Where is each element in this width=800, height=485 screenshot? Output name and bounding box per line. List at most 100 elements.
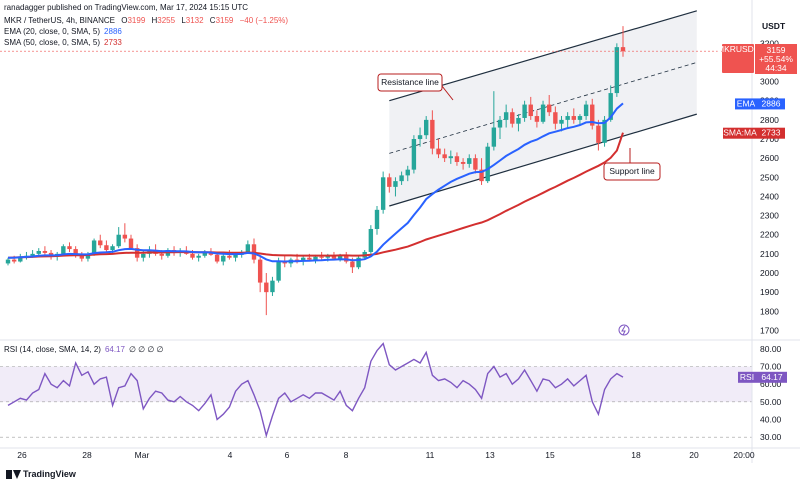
candle-body [91,240,97,254]
candle-body [221,255,226,262]
candle-body [141,253,146,258]
candle-body [356,257,361,268]
channel-midline [389,62,697,154]
candle-body [42,250,48,253]
resistance-annotation-box [377,73,443,92]
candle-body [602,119,607,143]
ema-tag-label: EMA [737,98,756,108]
candle-body [485,146,490,182]
candle-body [503,112,509,120]
candle-body [190,253,195,258]
candle-body [79,255,84,259]
rsi-tick-60: 60.00 [760,379,782,389]
price-tick-2000: 2000 [760,268,779,278]
time-tick: 26 [17,450,27,460]
candle-body [620,47,626,52]
candle-body [350,261,355,268]
candle-body [344,254,349,262]
price-tick-2700: 2700 [760,134,779,144]
sma-tag-label: SMA:MA [723,128,757,138]
price-tag-bg [755,44,797,74]
symbol-tag-text: MKRUSDT [717,44,759,54]
price-tag-text: 44:34 [765,63,787,73]
candle-body [122,234,128,239]
candle-body [264,282,269,293]
candle-body [104,245,109,251]
candle-body [85,253,91,259]
ema-legend-value: 2886 [104,27,122,36]
candle-body [61,246,66,254]
ema-value-bg [757,98,785,110]
rsi-tick-50: 50.00 [760,397,782,407]
support-annotation: Support line [609,166,655,176]
candle-body [460,161,466,164]
tradingview-brand: TradingView [23,469,76,479]
price-tag-text: +55.54% [759,54,793,64]
ohlc-low-label: L [181,16,186,25]
time-tick: 13 [485,450,495,460]
ema-tag-value: 2886 [762,98,781,108]
candle-body [479,169,484,182]
candle-body [368,228,374,252]
time-tick: 28 [82,450,92,460]
candle-body [319,256,324,258]
candle-body [571,116,576,120]
rsi-tag-label: RSI [740,372,754,382]
ema-tag-bg [735,98,757,110]
candle-body [553,112,558,124]
rsi-tick-70: 70.00 [760,362,782,372]
sma-value-bg [757,127,785,139]
rsi-legend[interactable]: RSI (14, close, SMA, 14, 2) 64.17 ∅ ∅ ∅ ∅ [4,345,168,354]
rsi-legend-extra: ∅ ∅ ∅ ∅ [128,345,164,354]
time-tick: 6 [285,450,290,460]
tradingview-logo[interactable]: TradingView [6,469,76,479]
rsi-tag-value: 64.17 [761,372,783,382]
candle-body [325,255,330,258]
time-tick: 20:00 [733,450,755,460]
price-tick-3000: 3000 [760,77,779,87]
time-tick: 20 [689,450,699,460]
symbol-line: MKR / TetherUS, 4h, BINANCE [4,16,115,25]
sma-legend-label: SMA (50, close, 0, SMA, 5) [4,38,101,47]
sma50-line [7,132,624,259]
currency-label: USDT [762,21,786,31]
time-tick: Mar [135,450,150,460]
candle-body [387,177,392,187]
ohlc-change: −40 (−1.25%) [239,16,289,25]
candle-body [257,259,263,283]
ema-legend[interactable]: EMA (20, close, 0, SMA, 5) 2886 [4,27,126,36]
candle-body [270,280,275,293]
ohlc-open: 3199 [127,16,146,25]
candle-body [448,156,453,159]
sma-legend[interactable]: SMA (50, close, 0, SMA, 5) 2733 [4,38,126,47]
event-marker-icon [618,324,630,336]
published-by: ranadagger published on TradingView.com,… [4,3,249,12]
rsi-tick-80: 80.00 [760,344,782,354]
candle-body [393,181,398,187]
candle-body [276,261,281,281]
price-tick-1900: 1900 [760,287,779,297]
candle-body [491,127,497,147]
sma-legend-value: 2733 [104,38,122,47]
price-tick-1700: 1700 [760,325,779,335]
candle-body [337,254,343,259]
candle-body [454,156,460,162]
symbol-tag-bg [722,44,754,73]
candle-body [596,125,601,143]
time-tick: 11 [426,450,435,460]
candle-body [5,259,11,264]
candle-body [559,119,564,124]
candle-body [202,251,207,256]
rsi-legend-value: 64.17 [104,345,125,354]
candle-body [467,158,472,164]
price-tick-2300: 2300 [760,211,779,221]
lightning-icon [621,325,626,336]
candle-body [528,104,533,117]
tradingview-logo-icon [6,469,21,479]
candle-body [331,255,337,259]
ohlc-close: 3159 [215,16,234,25]
candle-body [540,104,546,122]
candle-body [301,257,306,262]
price-tag-text: 3159 [767,45,786,55]
